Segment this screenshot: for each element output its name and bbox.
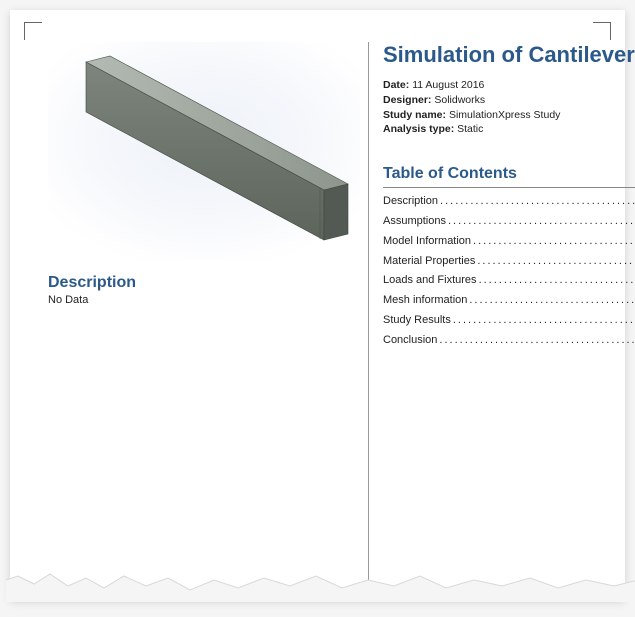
report-page: Description No Data Simulation of Cantil… bbox=[10, 10, 625, 600]
toc-label: Model Information bbox=[383, 232, 471, 252]
toc-dots: ........................................… bbox=[471, 232, 635, 252]
crop-mark-top-left bbox=[24, 22, 42, 40]
meta-block: Date: 11 August 2016 Designer: Solidwork… bbox=[383, 78, 635, 137]
description-heading: Description bbox=[48, 274, 356, 292]
toc-dots: ........................................… bbox=[437, 331, 635, 351]
toc-row: Model Information.......................… bbox=[383, 232, 635, 252]
meta-date-value: 11 August 2016 bbox=[412, 79, 484, 91]
toc-row: Material Properties.....................… bbox=[383, 252, 635, 272]
toc-label: Conclusion bbox=[383, 331, 437, 351]
toc-dots: ........................................… bbox=[446, 212, 635, 232]
toc-label: Study Results bbox=[383, 311, 451, 331]
toc-underline bbox=[383, 187, 635, 188]
toc-row: Description.............................… bbox=[383, 192, 635, 212]
meta-study-label: Study name: bbox=[383, 109, 446, 121]
toc-list: Description.............................… bbox=[383, 192, 635, 350]
description-body: No Data bbox=[48, 294, 356, 306]
meta-analysis-label: Analysis type: bbox=[383, 123, 454, 135]
toc-dots: ........................................… bbox=[438, 192, 635, 212]
toc-row: Assumptions.............................… bbox=[383, 212, 635, 232]
meta-designer-value: Solidworks bbox=[434, 94, 485, 106]
toc-heading: Table of Contents bbox=[383, 165, 635, 183]
beam-figure bbox=[48, 42, 360, 260]
crop-mark-top-right bbox=[593, 22, 611, 40]
toc-dots: ........................................… bbox=[475, 252, 635, 272]
toc-label: Description bbox=[383, 192, 438, 212]
report-title: Simulation of Cantilever beam bbox=[383, 42, 635, 68]
meta-designer: Designer: Solidworks bbox=[383, 93, 635, 108]
toc-label: Mesh information bbox=[383, 291, 467, 311]
toc-row: Loads and Fixtures......................… bbox=[383, 271, 635, 291]
meta-date-label: Date: bbox=[383, 79, 409, 91]
meta-analysis: Analysis type: Static bbox=[383, 122, 635, 137]
toc-dots: ........................................… bbox=[451, 311, 635, 331]
toc-label: Loads and Fixtures bbox=[383, 271, 477, 291]
beam-svg bbox=[48, 42, 360, 260]
meta-date: Date: 11 August 2016 bbox=[383, 78, 635, 93]
meta-designer-label: Designer: bbox=[383, 94, 431, 106]
toc-dots: ........................................… bbox=[477, 271, 635, 291]
toc-row: Study Results...........................… bbox=[383, 311, 635, 331]
toc-row: Mesh information........................… bbox=[383, 291, 635, 311]
content-area: Description No Data Simulation of Cantil… bbox=[48, 42, 589, 600]
toc-label: Material Properties bbox=[383, 252, 475, 272]
right-column: Simulation of Cantilever beam Date: 11 A… bbox=[368, 42, 635, 600]
toc-row: Conclusion..............................… bbox=[383, 331, 635, 351]
meta-study: Study name: SimulationXpress Study bbox=[383, 108, 635, 123]
toc-label: Assumptions bbox=[383, 212, 446, 232]
meta-study-value: SimulationXpress Study bbox=[449, 109, 560, 121]
left-column: Description No Data bbox=[48, 42, 368, 600]
toc-dots: ........................................… bbox=[467, 291, 635, 311]
meta-analysis-value: Static bbox=[457, 123, 483, 135]
